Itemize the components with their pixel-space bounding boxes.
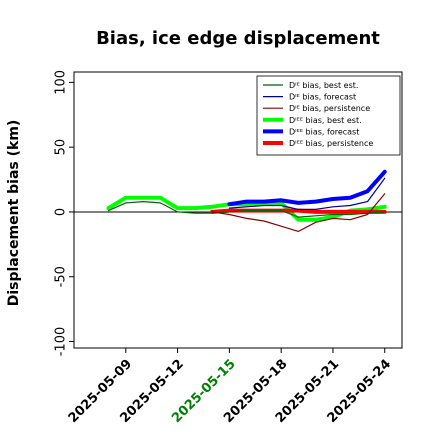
y-axis-label: Displacement bias (km)	[6, 120, 22, 307]
legend-label: Dᴵᴱᴱ bias, persistence	[289, 139, 373, 148]
y-tick-label: 50	[54, 139, 69, 156]
legend: Dᴵᴱ bias, best est. Dᴵᴱ bias, forecast Dᴵᴱ…	[256, 75, 401, 156]
series-line-3	[211, 193, 386, 232]
y-tick-label: 100	[54, 70, 69, 95]
series-line-2	[228, 177, 386, 210]
y-tick-label: 0	[54, 208, 69, 216]
legend-label: Dᴵᴱ bias, persistence	[289, 104, 370, 113]
legend-label: Dᴵᴱᴱ bias, forecast	[289, 127, 359, 136]
series-line-5	[227, 169, 387, 207]
plot-area	[73, 71, 403, 349]
legend-label: Dᴵᴱ bias, forecast	[289, 93, 356, 102]
series-line-1	[107, 201, 386, 218]
y-tick-label: -50	[54, 266, 69, 287]
marks-layer	[74, 169, 402, 232]
chart-title: Bias, ice edge displacement	[96, 28, 380, 49]
y-tick-label: -100	[54, 327, 69, 357]
legend-label: Dᴵᴱ bias, best est.	[289, 81, 358, 90]
legend-box	[256, 75, 401, 156]
legend-label: Dᴵᴱᴱ bias, best est.	[289, 116, 362, 125]
